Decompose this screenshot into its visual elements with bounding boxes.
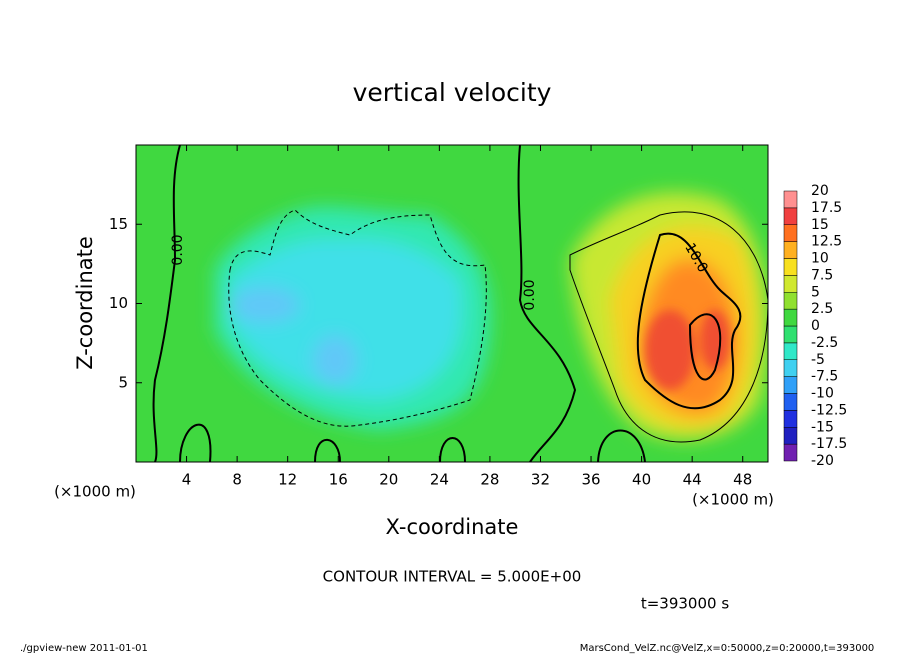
colorbar-label: 0 (811, 318, 820, 334)
y-tick-label: 15 (109, 215, 128, 233)
colorbar-label: 2.5 (811, 301, 833, 317)
y-axis-label: Z-coordinate (73, 236, 97, 370)
colorbar-label: -10 (811, 386, 834, 402)
colorbar-box (783, 359, 798, 377)
contour-label: 0.00 (170, 234, 186, 265)
colorbar-box (783, 342, 798, 360)
x-tick-label: 24 (430, 471, 449, 489)
footer-left: ./gpview-new 2011-01-01 (20, 643, 148, 654)
colorbar-box (783, 393, 798, 411)
colorbar-label: -2.5 (811, 335, 838, 351)
y-tick-label: 5 (118, 373, 128, 391)
time-label: t=393000 s (641, 595, 729, 613)
x-unit-label: (×1000 m) (54, 483, 136, 501)
colorbar-label: -5 (811, 352, 825, 368)
colorbar-box (783, 325, 798, 344)
colorbar-box (783, 258, 798, 276)
x-tick-label: 40 (632, 471, 651, 489)
x-tick-label: 48 (733, 471, 752, 489)
colorbar-label: 15 (811, 217, 829, 233)
colorbar-box (783, 443, 798, 462)
colorbar-box (783, 308, 798, 327)
x-unit-label: (×1000 m) (692, 491, 774, 509)
x-tick-label: 44 (683, 471, 702, 489)
colorbar-box (783, 410, 798, 428)
x-axis-label: X-coordinate (386, 515, 519, 539)
colorbar-label: -20 (811, 453, 834, 469)
colorbar-box (783, 224, 798, 242)
colorbar-box (783, 275, 798, 293)
x-tick-label: 36 (581, 471, 600, 489)
x-tick-label: 28 (480, 471, 499, 489)
contour-label: 0.00 (522, 279, 538, 310)
chart-title: vertical velocity (353, 78, 552, 107)
x-tick-label: 16 (329, 471, 348, 489)
colorbar-label: 12.5 (811, 234, 842, 250)
x-tick-label: 20 (379, 471, 398, 489)
colorbar-box (783, 376, 798, 394)
colorbar-box (783, 207, 798, 225)
colorbar-box (783, 241, 798, 259)
contour-interval: CONTOUR INTERVAL = 5.000E+00 (323, 568, 582, 586)
axes: 4 8 12 16 20 24 28 32 36 40 44 4851015-20-17.5-15-1… (109, 145, 847, 489)
x-tick-label: 8 (232, 471, 242, 489)
field (136, 145, 768, 462)
colorbar-label: 10 (811, 251, 829, 267)
colorbar-label: -7.5 (811, 369, 838, 385)
colorbar-label: -17.5 (811, 436, 847, 452)
colorbar-label: 5 (811, 284, 820, 300)
y-tick-label: 10 (109, 294, 128, 312)
x-tick-label: 32 (531, 471, 550, 489)
colorbar-label: 7.5 (811, 267, 833, 283)
x-tick-label: 4 (182, 471, 192, 489)
footer-right: MarsCond_VelZ.nc@VelZ,x=0:50000,z=0:2000… (580, 643, 875, 654)
colorbar-box (783, 190, 798, 209)
x-tick-label: 12 (278, 471, 297, 489)
colorbar-label: -15 (811, 419, 834, 435)
colorbar-label: 20 (811, 183, 829, 199)
colorbar-box (783, 427, 798, 445)
colorbar-label: 17.5 (811, 200, 842, 216)
colorbar-box (783, 292, 798, 310)
colorbar-label: -12.5 (811, 402, 847, 418)
